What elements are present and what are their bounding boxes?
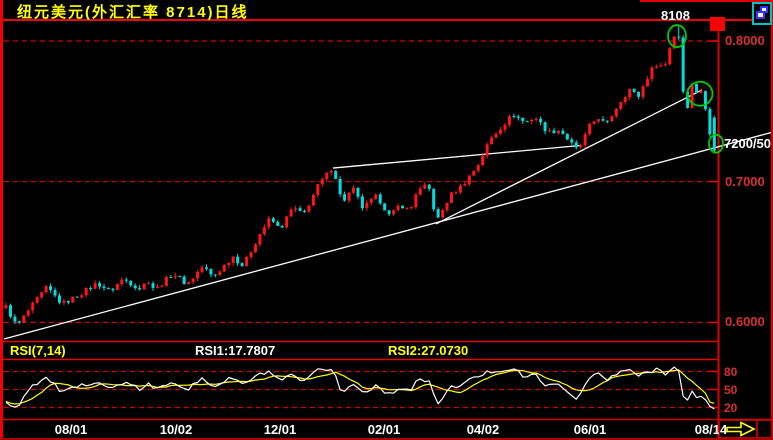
window-border-left [0, 0, 3, 440]
window-border-bottom [0, 438, 773, 440]
rsi-axis-label: 50 [724, 382, 738, 397]
restore-window-button[interactable] [752, 2, 772, 25]
rsi-axis-label: 20 [724, 400, 738, 415]
right-arrow-icon [726, 421, 756, 437]
date-axis-label: 08/01 [54, 422, 88, 437]
rsi-axis-label: 80 [724, 364, 738, 379]
window-border-right [771, 0, 773, 440]
last-price-annotation: 7200/50 [724, 136, 771, 151]
rsi1-value-label: RSI1:17.7807 [195, 343, 276, 358]
date-axis-label: 12/01 [263, 422, 297, 437]
alert-marker-square [710, 17, 725, 31]
price-axis-label: 0.6000 [725, 314, 765, 330]
scroll-right-button[interactable] [719, 420, 757, 438]
price-axis-label: 0.8000 [725, 33, 765, 48]
date-axis-label: 04/02 [466, 422, 500, 437]
rsi2-value-label: RSI2:27.0730 [388, 343, 469, 358]
date-axis-label: 06/01 [573, 422, 607, 437]
date-axis-label: 02/01 [367, 422, 401, 437]
title-underline [0, 19, 773, 21]
price-axis-label: 0.7000 [725, 173, 765, 189]
page-title: 纽元美元(外汇汇率 8714)日线 [17, 4, 249, 21]
window-border-top [640, 0, 773, 2]
scrollbar-box [757, 420, 772, 438]
date-axis-label: 10/02 [159, 422, 193, 437]
high-price-annotation: 8108 [661, 8, 690, 23]
rsi-parameter-label: RSI(7,14) [10, 343, 66, 358]
